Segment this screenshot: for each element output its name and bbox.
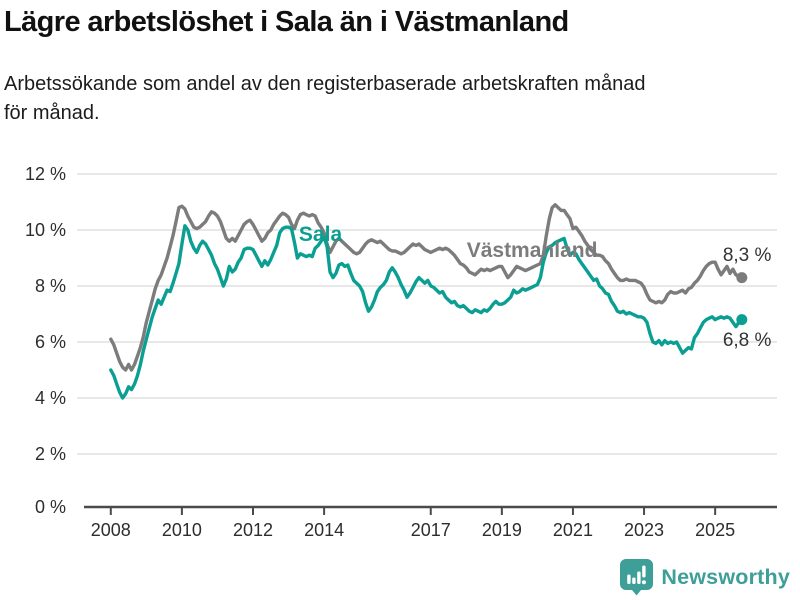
newsworthy-logo-icon — [620, 559, 654, 596]
series-label-vastmanland: Västmanland — [466, 239, 598, 262]
y-tick-label: 8 % — [34, 276, 66, 296]
newsworthy-wordmark: Newsworthy — [661, 564, 790, 589]
x-tick-label: 2021 — [552, 520, 593, 540]
x-tick-label: 2019 — [481, 520, 522, 540]
chart-subtitle: Arbetssökande som andel av den registerb… — [4, 70, 796, 128]
x-tick-label: 2025 — [695, 520, 736, 540]
series-label-sala: Sala — [298, 223, 343, 247]
end-dot-vastmanland — [736, 272, 748, 284]
series-line-sala — [109, 224, 744, 400]
logo-bar-3 — [637, 571, 641, 584]
newsworthy-logo[interactable]: Newsworthy — [619, 558, 790, 596]
y-tick-label: 2 % — [34, 444, 66, 464]
x-tick-label: 2014 — [304, 520, 345, 540]
end-dot-sala — [736, 314, 748, 326]
x-tick-label: 2012 — [232, 520, 274, 540]
x-tick-label: 2010 — [161, 520, 202, 540]
x-tick-label: 2023 — [624, 520, 665, 540]
y-tick-label: 0 % — [34, 497, 66, 517]
chart-subtitle-line-2: för månad. — [4, 102, 100, 124]
y-tick-label: 6 % — [34, 332, 66, 352]
logo-bar-1 — [627, 574, 631, 584]
logo-bar-2 — [632, 577, 636, 584]
x-tick-label: 2017 — [410, 520, 451, 540]
y-tick-label: 4 % — [34, 388, 66, 408]
page-title: Lägre arbetslöshet i Sala än i Västmanla… — [4, 6, 569, 38]
chart-subtitle-line-1: Arbetssökande som andel av den registerb… — [4, 73, 646, 95]
x-tick-label: 2008 — [90, 520, 131, 540]
y-tick-label: 10 % — [24, 220, 66, 240]
end-value-label-sala: 6,8 % — [722, 329, 772, 351]
end-value-label-vastmanland: 8,3 % — [722, 244, 772, 266]
logo-exclamation-icon — [642, 565, 646, 578]
y-tick-label: 12 % — [24, 164, 66, 184]
series-line-vastmanland — [109, 203, 744, 372]
